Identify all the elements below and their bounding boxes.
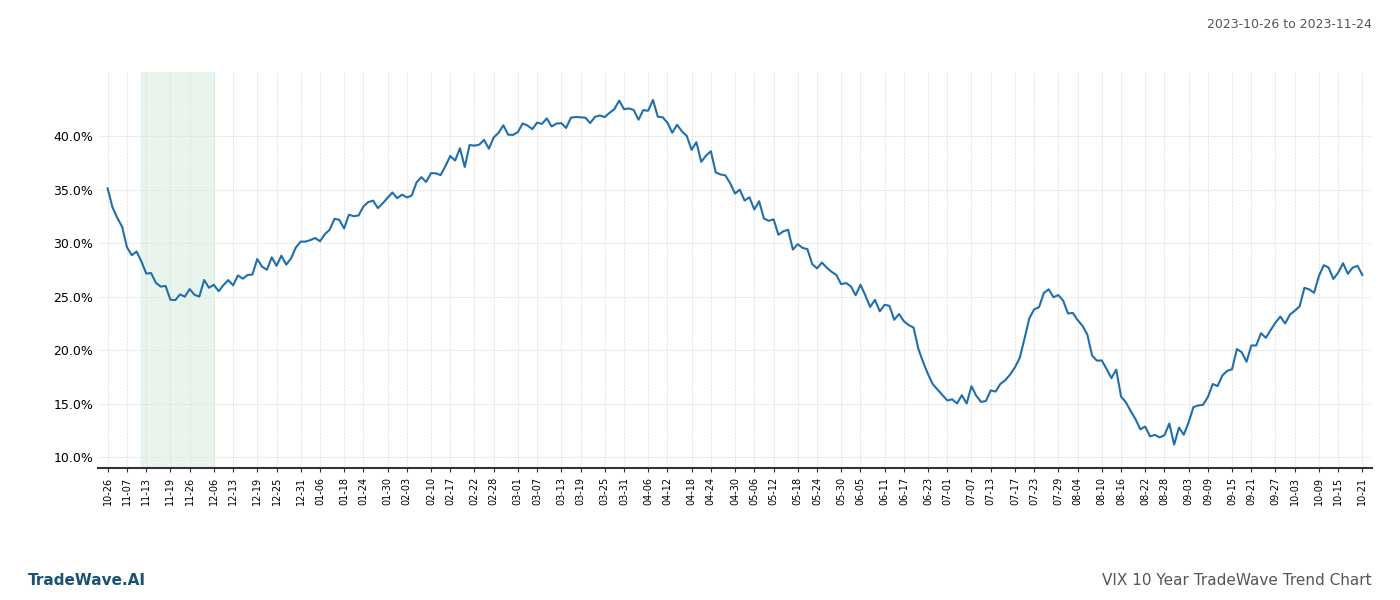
Text: 2023-10-26 to 2023-11-24: 2023-10-26 to 2023-11-24 [1207, 18, 1372, 31]
Bar [141, 72, 214, 468]
Text: VIX 10 Year TradeWave Trend Chart: VIX 10 Year TradeWave Trend Chart [1102, 573, 1372, 588]
Text: TradeWave.AI: TradeWave.AI [28, 573, 146, 588]
